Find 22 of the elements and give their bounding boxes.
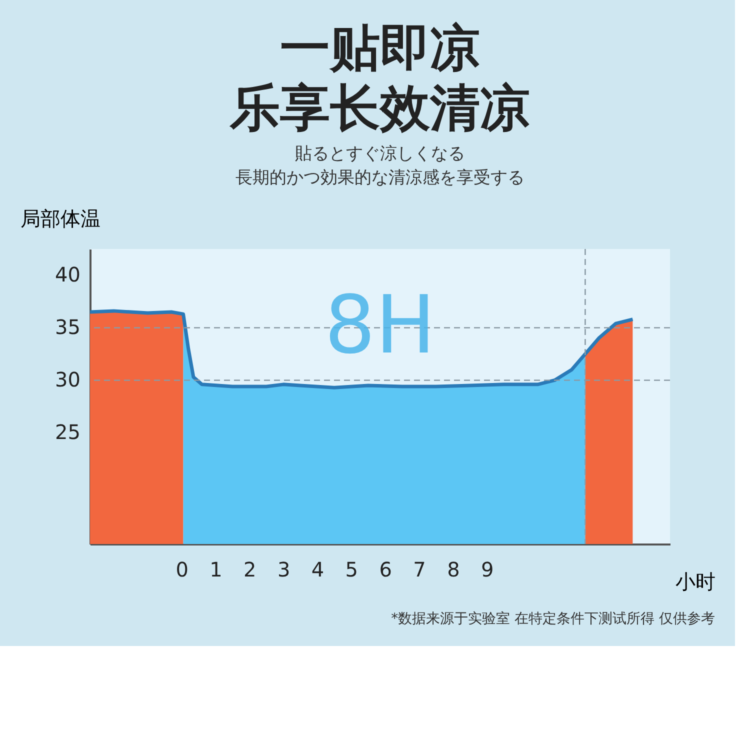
- x-tick-label: 3: [277, 558, 290, 582]
- x-tick-label: 7: [413, 558, 426, 582]
- x-tick-label: 8: [447, 558, 460, 582]
- text: 長期的かつ効果的な清涼感を享受する: [236, 168, 524, 188]
- x-tick-label: 1: [210, 558, 222, 582]
- x-tick-label: 9: [480, 558, 494, 582]
- annotation: 8H: [324, 278, 436, 372]
- y-tick-label: 35: [55, 315, 80, 340]
- y-tick-label: 25: [55, 420, 80, 444]
- chart-subtitle: 乐享长效清凉: [229, 79, 530, 137]
- text: *数据来源于实验室 在特定条件下测试所得 仅供参考: [391, 611, 715, 627]
- x-axis-title: 小时: [676, 572, 716, 594]
- y-tick-label: 40: [55, 262, 80, 287]
- chart-title: 一贴即凉: [280, 19, 480, 77]
- x-tick-label: 2: [244, 558, 256, 582]
- y-axis-title: 局部体温: [20, 208, 100, 230]
- x-tick-label: 5: [345, 558, 358, 582]
- x-tick-label: 4: [311, 558, 324, 582]
- x-tick-label: 6: [379, 558, 392, 582]
- x-tick-label: 0: [176, 558, 188, 582]
- text: 貼るとすぐ涼しくなる: [295, 144, 465, 164]
- y-tick-label: 30: [55, 368, 80, 392]
